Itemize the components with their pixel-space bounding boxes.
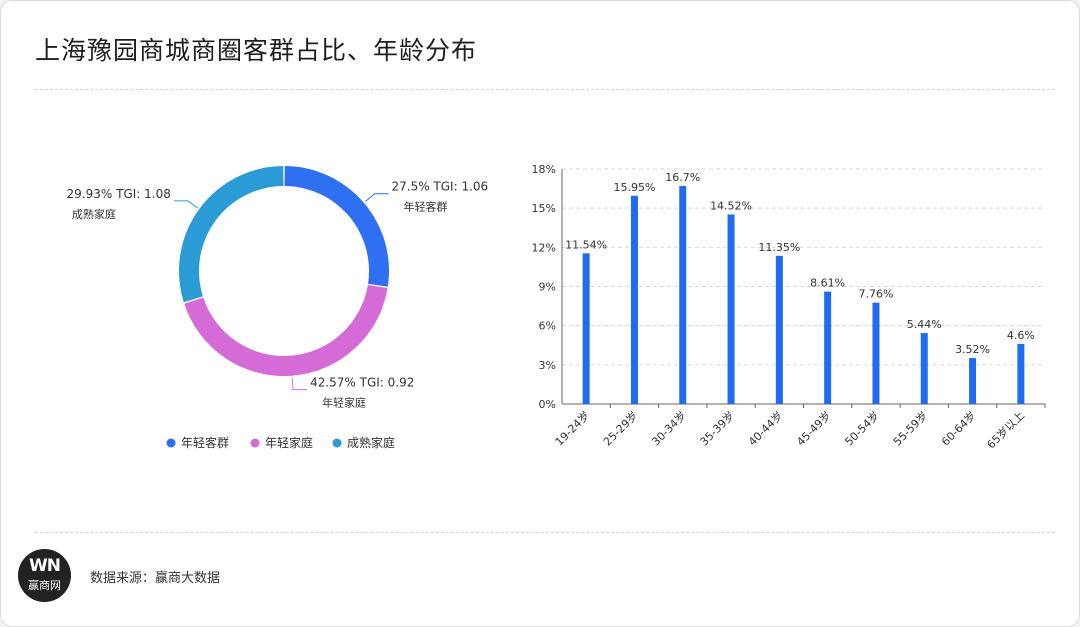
y-tick-label-2: 6%: [539, 320, 556, 333]
bar-3: [727, 214, 735, 404]
bar-value-label-0: 11.54%: [565, 238, 607, 251]
legend-label-2: 成熟家庭: [347, 435, 395, 450]
bar-value-label-9: 4.6%: [1007, 329, 1035, 342]
pie-category-label-0: 年轻客群: [403, 200, 447, 214]
bar-value-label-1: 15.95%: [613, 181, 655, 194]
bar-value-label-2: 16.7%: [665, 171, 700, 184]
legend-marker-2: [332, 438, 342, 448]
logo-text: 赢商网: [28, 579, 61, 592]
y-tick-label-1: 3%: [539, 359, 556, 372]
x-tick-label-2: 30-34岁: [649, 408, 689, 448]
x-tick-label-5: 45-49岁: [793, 408, 833, 448]
x-tick-label-9: 65岁以上: [984, 408, 1027, 451]
bar-value-label-6: 7.76%: [858, 288, 893, 301]
x-tick-label-7: 55-59岁: [890, 408, 930, 448]
bar-5: [824, 291, 832, 404]
legend-marker-1: [250, 438, 260, 448]
bar-1: [630, 195, 638, 404]
bar-value-label-4: 11.35%: [758, 241, 800, 254]
y-tick-label-6: 18%: [532, 163, 556, 176]
bar-value-label-3: 14.52%: [710, 199, 752, 212]
y-tick-label-5: 15%: [532, 202, 556, 215]
x-tick-label-0: 19-24岁: [552, 408, 592, 448]
pie-leader-line-1: [291, 377, 308, 391]
bar-0: [582, 253, 590, 404]
pie-value-label-1: 42.57% TGI: 0.92: [310, 376, 414, 390]
legend-marker-0: [166, 438, 176, 448]
pie-leader-line-0: [365, 193, 389, 202]
bar-value-label-8: 3.52%: [955, 343, 990, 356]
bar-8: [969, 358, 977, 404]
brand-logo: WN 赢商网: [18, 549, 71, 602]
pie-slice-1: [184, 284, 388, 377]
bar-7: [920, 332, 928, 404]
top-divider: [35, 89, 1055, 90]
bar-9: [1017, 343, 1025, 404]
logo-mark: WN: [29, 556, 61, 576]
bar-value-label-5: 8.61%: [810, 277, 845, 290]
data-source: 数据来源：赢商大数据: [90, 571, 221, 586]
x-tick-label-4: 40-44岁: [745, 408, 785, 448]
bar-value-label-7: 5.44%: [907, 318, 942, 331]
bar-4: [775, 255, 783, 404]
pie-value-label-0: 27.5% TGI: 1.06: [391, 180, 488, 194]
pie-slice-2: [178, 166, 284, 303]
bottom-divider: [35, 532, 1055, 533]
y-tick-label-4: 12%: [532, 241, 556, 254]
x-tick-label-3: 35-39岁: [697, 408, 737, 448]
legend-label-0: 年轻客群: [181, 435, 229, 450]
x-tick-label-6: 50-54岁: [842, 408, 882, 448]
bar-2: [679, 185, 687, 404]
pie-slice-0: [284, 166, 389, 287]
y-tick-label-3: 9%: [539, 281, 556, 294]
pie-category-label-2: 成熟家庭: [72, 207, 116, 221]
x-tick-label-1: 25-29岁: [600, 408, 640, 448]
pie-leader-line-2: [173, 200, 198, 209]
x-tick-label-8: 60-64岁: [938, 408, 978, 448]
pie-value-label-2: 29.93% TGI: 1.08: [67, 187, 171, 201]
page-title: 上海豫园商城商圈客群占比、年龄分布: [35, 36, 478, 65]
pie-category-label-1: 年轻家庭: [322, 396, 366, 410]
bar-6: [872, 302, 880, 404]
legend-label-1: 年轻家庭: [265, 435, 313, 450]
y-tick-label-0: 0%: [539, 398, 556, 411]
